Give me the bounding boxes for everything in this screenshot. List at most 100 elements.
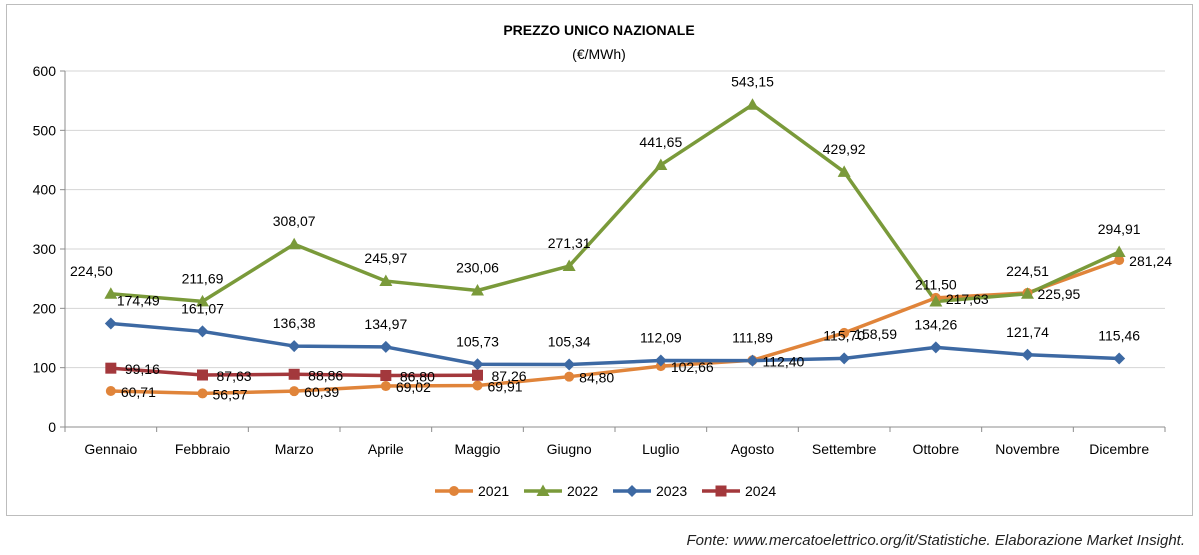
x-tick-label: Luglio <box>642 441 680 457</box>
y-tick-label: 200 <box>33 300 57 316</box>
data-label-2022: 224,50 <box>70 263 113 279</box>
data-point-2021 <box>380 381 391 392</box>
x-tick-label: Gennaio <box>84 441 137 457</box>
data-label-2022: 308,07 <box>273 213 316 229</box>
data-point-2023 <box>563 358 576 371</box>
data-label-2021: 56,57 <box>213 386 248 402</box>
data-label-2022: 294,91 <box>1098 221 1141 237</box>
data-label-2023: 105,73 <box>456 333 499 349</box>
data-point-2023 <box>196 325 209 338</box>
data-label-2022: 211,50 <box>915 277 957 293</box>
data-label-2022: 441,65 <box>639 134 682 150</box>
data-label-2022: 429,92 <box>823 141 866 157</box>
data-label-2023: 161,07 <box>181 300 224 316</box>
data-point-2021 <box>564 371 575 382</box>
x-tick-label: Dicembre <box>1089 441 1149 457</box>
data-label-2023: 134,26 <box>914 316 957 332</box>
data-point-2022 <box>837 165 851 177</box>
data-label-2024: 99,16 <box>125 361 160 377</box>
x-tick-label: Settembre <box>812 441 877 457</box>
data-label-2022: 211,69 <box>182 270 224 286</box>
data-point-2022 <box>471 283 484 296</box>
data-point-2022 <box>104 287 118 299</box>
x-tick-label: Marzo <box>275 441 314 457</box>
y-tick-label: 500 <box>33 122 57 138</box>
data-point-2024 <box>380 369 392 381</box>
line-chart: PREZZO UNICO NAZIONALE (€/MWh) 0 100 200 30… <box>33 22 1173 499</box>
data-label-2021: 84,80 <box>579 370 614 386</box>
x-tick-label: Novembre <box>995 441 1060 457</box>
y-tick-label: 400 <box>33 182 57 198</box>
data-label-2023: 115,70 <box>823 327 865 343</box>
y-tick-label: 600 <box>33 63 57 79</box>
data-label-2023: 105,34 <box>548 333 591 349</box>
data-point-2022 <box>562 259 576 272</box>
legend-label-2022: 2022 <box>567 483 598 499</box>
data-label-2023: 134,97 <box>364 316 407 332</box>
data-point-2022 <box>379 274 393 287</box>
data-point-2021 <box>197 388 208 399</box>
data-label-2023: 136,38 <box>273 315 316 331</box>
y-tick-label: 0 <box>48 419 56 435</box>
series-line-2021 <box>109 258 1121 396</box>
data-label-2021: 112,40 <box>763 353 805 369</box>
data-label-2021: 281,24 <box>1129 253 1172 269</box>
data-label-2023: 174,49 <box>117 292 160 308</box>
legend-label-2021: 2021 <box>478 483 509 499</box>
data-label-2022: 245,97 <box>364 250 407 266</box>
data-point-2023 <box>379 340 392 353</box>
data-point-2024 <box>472 369 483 381</box>
series-line-2022 <box>109 102 1121 304</box>
data-point-2023 <box>471 358 484 371</box>
data-label-2024: 88,86 <box>308 367 343 383</box>
data-point-2021 <box>472 380 483 391</box>
data-point-2021 <box>289 386 300 397</box>
legend-marker-2021 <box>449 486 459 496</box>
data-point-2022 <box>196 294 209 307</box>
data-point-2021 <box>105 385 116 396</box>
chart-subtitle: (€/MWh) <box>572 46 626 62</box>
legend-marker-2022 <box>536 484 550 496</box>
x-tick-label: Agosto <box>731 441 775 457</box>
data-point-2021 <box>839 327 850 338</box>
data-label-2022: 230,06 <box>456 259 499 275</box>
x-tick-label: Maggio <box>455 441 501 457</box>
x-tick-label: Ottobre <box>912 441 959 457</box>
y-tick-label: 100 <box>33 360 57 376</box>
data-label-2022: 271,31 <box>548 235 591 251</box>
data-label-2021: 69,91 <box>488 379 523 395</box>
data-point-2023 <box>104 317 117 330</box>
data-label-2023: 112,09 <box>640 329 682 345</box>
x-tick-label: Giugno <box>547 441 592 457</box>
data-label-2023: 115,46 <box>1098 327 1140 343</box>
data-label-2022: 224,51 <box>1006 263 1049 279</box>
data-label-2024: 86,80 <box>400 368 435 384</box>
data-point-2022 <box>1112 245 1126 258</box>
x-tick-label: Febbraio <box>175 441 230 457</box>
chart-frame: PREZZO UNICO NAZIONALE (€/MWh) 0 100 200 30… <box>6 4 1193 516</box>
legend-marker-2024 <box>715 485 727 497</box>
data-point-2023 <box>654 354 667 367</box>
data-label-2021: 225,95 <box>1038 286 1081 302</box>
data-point-2024 <box>105 362 117 374</box>
legend-label-2024: 2024 <box>745 483 776 499</box>
y-tick-label: 300 <box>33 241 57 257</box>
data-label-2021: 217,63 <box>946 291 989 307</box>
data-label-2021: 69,02 <box>396 379 431 395</box>
series-line-2023 <box>109 321 1121 367</box>
data-point-2022 <box>746 98 759 110</box>
data-label-2021: 102,66 <box>671 359 714 375</box>
data-point-2023 <box>929 341 942 354</box>
data-label-2022: 543,15 <box>731 74 774 90</box>
data-point-2023 <box>746 354 759 367</box>
data-point-2022 <box>929 295 943 307</box>
data-point-2023 <box>1021 348 1034 361</box>
data-point-2022 <box>1021 287 1034 299</box>
chart-title: PREZZO UNICO NAZIONALE <box>503 22 694 38</box>
data-label-2021: 60,39 <box>304 384 339 400</box>
data-label-2023: 121,74 <box>1006 324 1049 340</box>
data-point-2023 <box>838 352 851 365</box>
data-label-2023: 111,89 <box>732 330 773 346</box>
legend-label-2023: 2023 <box>656 483 687 499</box>
data-point-2022 <box>654 158 668 170</box>
